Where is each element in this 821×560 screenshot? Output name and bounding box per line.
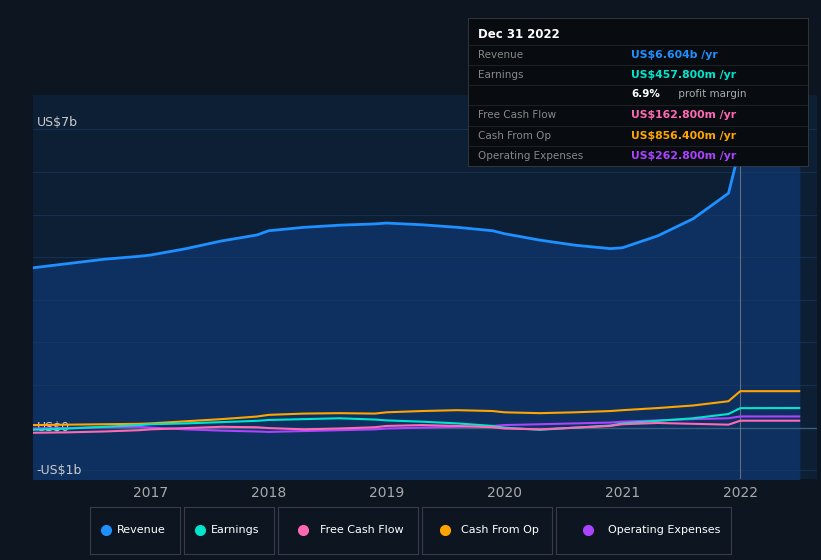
- Text: Revenue: Revenue: [478, 50, 523, 60]
- Text: US$7b: US$7b: [37, 116, 78, 129]
- Text: Revenue: Revenue: [117, 525, 166, 535]
- Text: Operating Expenses: Operating Expenses: [478, 151, 584, 161]
- Text: US$457.800m /yr: US$457.800m /yr: [631, 70, 736, 80]
- Text: 6.9%: 6.9%: [631, 88, 660, 99]
- Text: Free Cash Flow: Free Cash Flow: [478, 110, 557, 120]
- Text: Operating Expenses: Operating Expenses: [608, 525, 721, 535]
- Text: US$262.800m /yr: US$262.800m /yr: [631, 151, 736, 161]
- Text: US$856.400m /yr: US$856.400m /yr: [631, 130, 736, 141]
- Text: Cash From Op: Cash From Op: [478, 130, 551, 141]
- Text: Earnings: Earnings: [211, 525, 259, 535]
- Text: Cash From Op: Cash From Op: [461, 525, 539, 535]
- Text: profit margin: profit margin: [676, 88, 747, 99]
- Text: US$6.604b /yr: US$6.604b /yr: [631, 50, 718, 60]
- Text: US$0: US$0: [37, 421, 70, 434]
- Text: Free Cash Flow: Free Cash Flow: [320, 525, 404, 535]
- Text: US$162.800m /yr: US$162.800m /yr: [631, 110, 736, 120]
- Text: -US$1b: -US$1b: [37, 464, 82, 477]
- Text: Dec 31 2022: Dec 31 2022: [478, 29, 560, 41]
- Text: Earnings: Earnings: [478, 70, 524, 80]
